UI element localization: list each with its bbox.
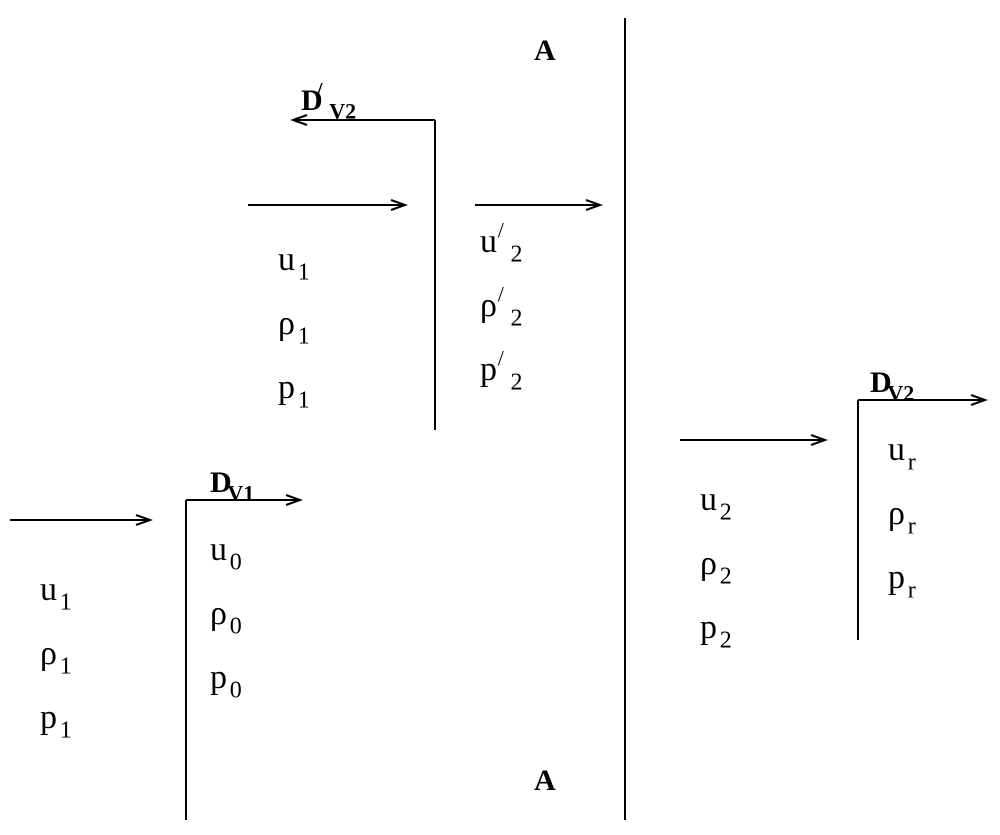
svg-text:ρ: ρ [888, 495, 905, 532]
svg-text:u: u [888, 431, 905, 468]
state-2p-rho: ρ/2 [480, 282, 523, 332]
svg-text:/: / [498, 282, 505, 307]
svg-text:V2: V2 [329, 98, 356, 123]
state-1-upper-rho: ρ1 [278, 305, 310, 350]
svg-text:1: 1 [298, 388, 310, 414]
svg-text:r: r [908, 450, 916, 476]
svg-text:/: / [498, 346, 505, 371]
svg-text:r: r [908, 514, 916, 540]
svg-text:2: 2 [511, 306, 523, 332]
state-r-right-u: ur [888, 431, 916, 476]
svg-text:2: 2 [511, 242, 523, 268]
svg-text:p: p [278, 369, 295, 406]
svg-text:p: p [210, 659, 227, 696]
shock-v2p-u2p-arrow [475, 200, 600, 210]
state-0-right-rho: ρ0 [210, 595, 242, 640]
svg-text:0: 0 [230, 550, 242, 576]
interface-label-A-bottom: A [534, 764, 556, 797]
svg-text:u: u [278, 241, 295, 278]
state-2-left-rho: ρ2 [700, 545, 732, 590]
svg-text:1: 1 [298, 260, 310, 286]
shock-v2p-label: D/V2 [301, 77, 356, 123]
svg-text:1: 1 [60, 654, 72, 680]
state-1-upper-p: p1 [278, 369, 310, 414]
state-1-upper-u: u1 [278, 241, 310, 286]
svg-text:p: p [888, 559, 905, 596]
state-1-left-rho: ρ1 [40, 635, 72, 680]
state-0-right-u: u0 [210, 531, 242, 576]
shock-v2p-u1-arrow [248, 200, 405, 210]
shock-v2-inflow-arrow [680, 435, 825, 445]
state-r-right-p: pr [888, 559, 916, 604]
svg-text:ρ: ρ [210, 595, 227, 632]
state-2-left-p: p2 [700, 609, 732, 654]
svg-text:/: / [315, 77, 323, 102]
svg-text:0: 0 [230, 678, 242, 704]
state-2p-u: u/2 [480, 218, 523, 268]
svg-text:ρ: ρ [480, 287, 497, 324]
state-0-right-p: p0 [210, 659, 242, 704]
svg-text:2: 2 [720, 628, 732, 654]
shock-v1-inflow-arrow [10, 515, 150, 525]
svg-text:1: 1 [60, 590, 72, 616]
state-2p-p: p/2 [480, 346, 523, 396]
svg-text:1: 1 [298, 324, 310, 350]
svg-text:r: r [908, 578, 916, 604]
svg-text:ρ: ρ [40, 635, 57, 672]
state-2-left-u: u2 [700, 481, 732, 526]
state-1-left-u: u1 [40, 571, 72, 616]
svg-text:ρ: ρ [278, 305, 295, 342]
svg-text:u: u [40, 571, 57, 608]
svg-text:u: u [700, 481, 717, 518]
svg-text:/: / [498, 218, 505, 243]
state-1-left-p: p1 [40, 699, 72, 744]
svg-text:0: 0 [230, 614, 242, 640]
svg-text:2: 2 [511, 370, 523, 396]
svg-text:2: 2 [720, 564, 732, 590]
interface-label-A-top: A [534, 34, 556, 67]
svg-text:ρ: ρ [700, 545, 717, 582]
svg-text:u: u [210, 531, 227, 568]
svg-text:V1: V1 [227, 480, 254, 505]
svg-text:u: u [480, 223, 497, 260]
svg-text:p: p [480, 351, 497, 388]
svg-text:p: p [40, 699, 57, 736]
svg-text:V2: V2 [887, 380, 914, 405]
svg-text:p: p [700, 609, 717, 646]
svg-text:2: 2 [720, 500, 732, 526]
state-r-right-rho: ρr [888, 495, 916, 540]
svg-text:1: 1 [60, 718, 72, 744]
